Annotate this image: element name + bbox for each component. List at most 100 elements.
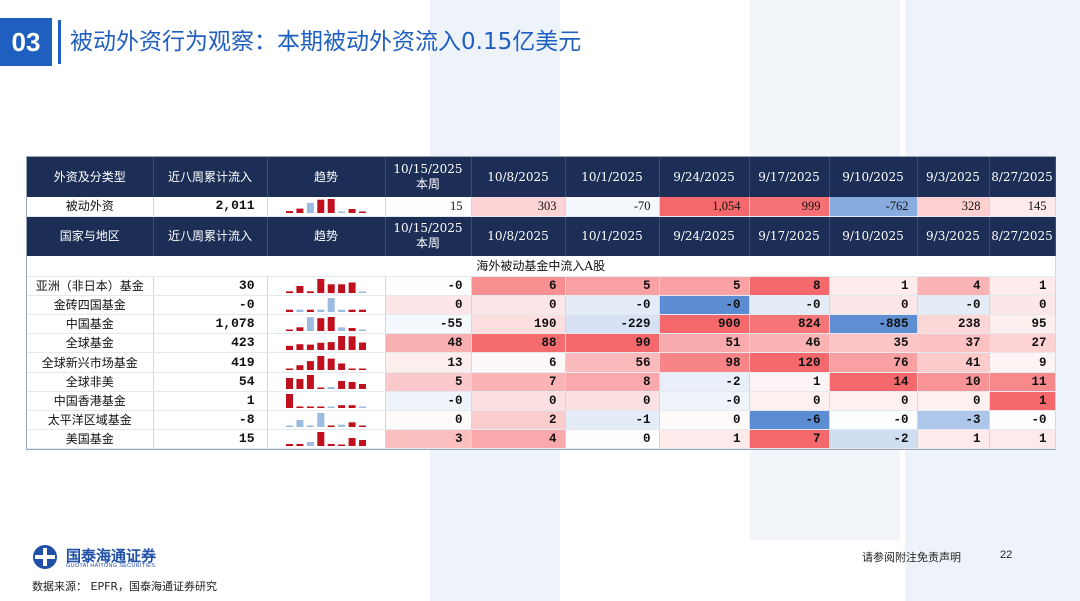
row-value: -0 bbox=[829, 410, 918, 431]
row-name: 中国香港基金 bbox=[27, 391, 154, 412]
row-value: 90 bbox=[565, 333, 660, 354]
column-header-region: 国家与地区 bbox=[27, 216, 154, 257]
trend-sparkline bbox=[286, 432, 366, 447]
sparkline-bar bbox=[338, 424, 346, 428]
row-value: -6 bbox=[749, 410, 830, 431]
sparkline-bar bbox=[286, 444, 293, 447]
row-value: -0 bbox=[659, 391, 750, 412]
sparkline-bar bbox=[306, 203, 314, 214]
sparkline-bar bbox=[359, 425, 366, 428]
row-value: 5 bbox=[385, 372, 472, 392]
sparkline-bar bbox=[338, 405, 346, 408]
row-name: 太平洋区域基金 bbox=[27, 410, 154, 431]
sparkline-bar bbox=[286, 425, 293, 428]
sparkline-bar bbox=[327, 406, 335, 408]
row-value: 0 bbox=[829, 295, 918, 316]
row-value: -0 bbox=[385, 391, 472, 412]
row-value: 88 bbox=[471, 333, 566, 354]
table-row: 亚洲（非日本）基金 30 -0 6 5 5 8 1 4 1 bbox=[27, 276, 1056, 296]
row-value: -55 bbox=[385, 314, 472, 335]
table-row: 美国基金 15 3 4 0 1 7 -2 1 1 bbox=[27, 429, 1056, 450]
row-name: 金砖四国基金 bbox=[27, 295, 154, 316]
row-value: 76 bbox=[829, 352, 918, 373]
sparkline-bar bbox=[327, 386, 335, 389]
row-cumulative: 15 bbox=[153, 429, 268, 450]
row-value: 5 bbox=[565, 276, 660, 296]
row-value: 1 bbox=[989, 391, 1056, 412]
row-value: 824 bbox=[749, 314, 830, 335]
table-row: 被动外资 2,011 15 303 -70 1,054 999 -762 328 145 bbox=[27, 197, 1056, 217]
row-value: 0 bbox=[471, 391, 566, 412]
sparkline-bar bbox=[338, 380, 346, 389]
sparkline-bar bbox=[338, 444, 346, 447]
sparkline-bar bbox=[348, 405, 356, 408]
sparkline-bar bbox=[317, 343, 325, 351]
row-value: -3 bbox=[917, 410, 990, 431]
row-value: -885 bbox=[829, 314, 918, 335]
sparkline-bar bbox=[327, 444, 335, 447]
sparkline-bar bbox=[338, 363, 346, 370]
disclaimer: 请参阅附注免责声明 bbox=[862, 551, 961, 564]
column-header-date: 9/17/2025 bbox=[749, 216, 830, 257]
sparkline-bar bbox=[306, 406, 314, 408]
row-value: 4 bbox=[471, 429, 566, 450]
row-trend bbox=[267, 391, 386, 412]
sparkline-bar bbox=[348, 209, 356, 214]
sparkline-bar bbox=[286, 393, 293, 408]
row-trend bbox=[267, 372, 386, 392]
sparkline-bar bbox=[338, 211, 346, 214]
row-cumulative: -8 bbox=[153, 410, 268, 431]
title-divider bbox=[58, 20, 61, 64]
brand-name-en: GUOTAI HAITONG SECURITIES bbox=[66, 563, 156, 569]
sparkline-bar bbox=[348, 438, 356, 447]
sparkline-bar bbox=[359, 383, 366, 389]
row-value: 46 bbox=[749, 333, 830, 354]
sparkline-bar bbox=[296, 364, 304, 370]
sparkline-bar bbox=[296, 285, 304, 293]
row-trend bbox=[267, 352, 386, 373]
sparkline-bar bbox=[359, 406, 366, 408]
table-row: 中国基金 1,078 -55 190 -229 900 824 -885 238 95 bbox=[27, 314, 1056, 335]
row-value: 5 bbox=[659, 276, 750, 296]
sparkline-bar bbox=[348, 368, 356, 370]
sparkline-bar bbox=[296, 327, 304, 332]
row-value: 1 bbox=[989, 429, 1056, 450]
table-row: 中国香港基金 1 -0 0 0 -0 0 0 0 1 bbox=[27, 391, 1056, 412]
page-title: 被动外资行为观察：本期被动外资流入0.15亿美元 bbox=[70, 29, 582, 55]
row-value: 1 bbox=[829, 276, 918, 296]
row-value: 15 bbox=[385, 197, 472, 217]
row-value: 0 bbox=[471, 295, 566, 316]
sparkline-bar bbox=[296, 309, 304, 312]
row-value: 0 bbox=[749, 391, 830, 412]
trend-sparkline bbox=[286, 199, 366, 214]
sparkline-bar bbox=[286, 377, 293, 389]
row-value: 145 bbox=[989, 197, 1056, 217]
section-label-row: 海外被动基金中流入A股 bbox=[27, 256, 1056, 277]
row-value: 0 bbox=[989, 295, 1056, 316]
row-value: -762 bbox=[829, 197, 918, 217]
row-value: 328 bbox=[917, 197, 990, 217]
row-trend bbox=[267, 410, 386, 431]
row-value: 4 bbox=[917, 276, 990, 296]
row-value: -1 bbox=[565, 410, 660, 431]
row-value: 41 bbox=[917, 352, 990, 373]
row-value: 98 bbox=[659, 352, 750, 373]
sparkline-bar bbox=[286, 211, 293, 214]
row-value: 303 bbox=[471, 197, 566, 217]
sparkline-bar bbox=[359, 291, 366, 293]
row-value: 13 bbox=[385, 352, 472, 373]
row-value: 10 bbox=[917, 372, 990, 392]
trend-sparkline bbox=[286, 317, 366, 332]
row-value: 1 bbox=[917, 429, 990, 450]
sparkline-bar bbox=[317, 318, 325, 332]
sparkline-bar bbox=[317, 200, 325, 214]
table-header-row: 外资及分类型 近八周累计流入 趋势 10/15/2025 本周 10/8/2025… bbox=[27, 157, 1056, 197]
row-cumulative: 2,011 bbox=[153, 197, 268, 217]
sparkline-bar bbox=[306, 374, 314, 389]
column-header-date: 10/8/2025 bbox=[471, 157, 566, 197]
sparkline-bar bbox=[306, 425, 314, 428]
sparkline-bar bbox=[327, 342, 335, 351]
sparkline-bar bbox=[338, 284, 346, 293]
row-value: 8 bbox=[565, 372, 660, 392]
sparkline-bar bbox=[306, 442, 314, 447]
